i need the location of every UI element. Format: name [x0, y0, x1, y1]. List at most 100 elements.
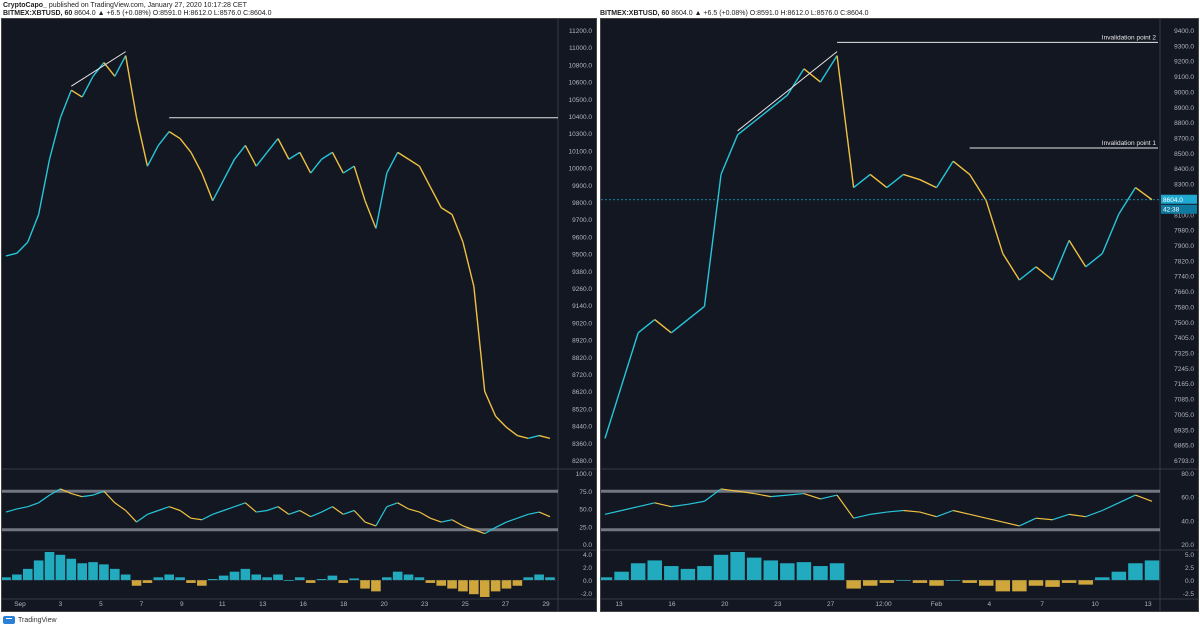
left-rsi-tick: 100.0: [576, 471, 593, 478]
right-y-tick: 7820.0: [1174, 258, 1194, 265]
chart-canvas-left[interactable]: 11200.011000.010800.010600.010500.010400…: [2, 19, 596, 611]
right-osc-bar: [601, 577, 613, 581]
right-osc-tick: 5.0: [1185, 552, 1194, 559]
publish-info: published on TradingView.com, January 27…: [48, 2, 247, 9]
left-y-tick: 9140.0: [572, 303, 592, 310]
left-y-tick: 8520.0: [572, 406, 592, 413]
chart-pane-left[interactable]: 11200.0 11000.0 10800.0 10600.0 10500.0 10400…: [1, 18, 597, 612]
footer: TradingView: [3, 614, 57, 626]
left-price-segment: [288, 151, 301, 160]
right-osc-bar: [1128, 563, 1143, 581]
right-rsi-segment: [952, 509, 970, 515]
left-osc-bar: [501, 580, 512, 589]
left-rsi-tick: 25.0: [579, 524, 592, 531]
chart-canvas-right[interactable]: 9400.0 9300.0 9200.0 9100.0 9000.0 8900.0 8800…: [601, 19, 1198, 611]
right-price-segment: [1002, 253, 1020, 281]
left-rsi-segment: [212, 509, 224, 515]
left-rsi-lower-band: [2, 528, 558, 532]
left-y-tick: 10500.0: [569, 97, 593, 104]
right-rsi-segment: [671, 503, 688, 508]
left-rsi-segment: [473, 529, 485, 535]
right-osc-bar: [846, 580, 861, 589]
right-y-tick: 8100.0: [1174, 212, 1194, 219]
left-rsi-segment: [419, 511, 431, 519]
right-rsi-segment: [770, 494, 788, 498]
left-osc-bar: [66, 558, 77, 581]
right-x-tick: 13: [615, 601, 623, 608]
symbol-right: BITMEX:XBTUSD, 60: [600, 10, 670, 17]
left-osc-bar: [88, 562, 98, 581]
left-rsi-segment: [234, 502, 246, 508]
h-label-right: H:: [780, 10, 788, 17]
chart-pane-right[interactable]: 9400.0 9300.0 9200.0 9100.0 9000.0 8900.0 8800…: [600, 18, 1199, 612]
left-x-tick: 7: [140, 601, 144, 608]
right-y-tick: 7660.0: [1174, 289, 1194, 296]
left-osc-bar: [207, 579, 218, 581]
left-osc-bar: [403, 574, 414, 581]
left-x-tick: 13: [259, 601, 267, 608]
left-osc-bar: [131, 580, 142, 586]
left-rsi-segment: [114, 502, 127, 511]
right-rsi-segment: [1002, 521, 1020, 527]
left-osc-bar: [2, 577, 11, 581]
left-osc-bar: [22, 568, 33, 581]
right-price-segment: [836, 55, 855, 188]
author-name[interactable]: CryptoCapo_: [3, 2, 47, 9]
right-price-segment: [720, 134, 739, 175]
right-price-segment: [803, 68, 821, 83]
left-x-tick: 25: [461, 601, 469, 608]
left-x-tick: 29: [542, 601, 550, 608]
left-rsi-segment: [277, 506, 290, 515]
right-price-segment: [703, 174, 722, 307]
left-osc-bar: [360, 580, 370, 589]
right-y-tick: 9400.0: [1174, 28, 1194, 35]
left-osc-bar: [262, 577, 272, 581]
right-osc-bar: [813, 566, 828, 581]
left-price-segment: [266, 138, 279, 153]
left-osc-bar: [545, 577, 555, 581]
left-rsi-segment: [179, 510, 192, 519]
left-price-segment: [59, 89, 72, 119]
right-osc-bar: [780, 563, 795, 581]
left-osc-tick: -2.0: [581, 591, 593, 598]
right-rsi-upper-band: [601, 489, 1160, 493]
left-rsi-segment: [92, 490, 105, 496]
left-osc-bar: [218, 575, 229, 581]
footer-brand[interactable]: TradingView: [18, 616, 57, 624]
right-price-segment: [737, 121, 755, 136]
left-rsi-segment: [462, 525, 475, 531]
right-price-segment: [952, 160, 971, 175]
right-osc-bar: [862, 580, 878, 586]
symbol-line-right: BITMEX:XBTUSD, 60 8604.0 ▲ +6.5 (+0.08%)…: [600, 10, 869, 17]
left-price-segment: [538, 434, 551, 440]
right-annotation-label: Invalidation point 2: [1102, 34, 1157, 41]
right-osc-bar: [1012, 580, 1027, 592]
right-osc-bar: [1078, 580, 1093, 585]
left-price-segment: [495, 415, 507, 428]
left-y-tick: 9500.0: [572, 252, 592, 259]
left-price-segment: [429, 186, 442, 208]
right-y-tick: 7245.0: [1174, 366, 1194, 373]
left-price-segment: [27, 214, 40, 243]
right-rsi-segment: [1052, 513, 1070, 521]
left-price-segment: [16, 241, 29, 254]
last-price-left: 8604.0: [74, 10, 96, 17]
left-price-segment: [212, 179, 225, 202]
left-rsi-segment: [441, 519, 453, 523]
right-rsi-tick: 60.0: [1181, 495, 1194, 502]
left-osc-bar: [12, 574, 22, 581]
right-y-tick: 8400.0: [1174, 166, 1194, 173]
left-x-tick: 18: [340, 601, 348, 608]
left-price-segment: [342, 165, 355, 174]
right-osc-bar: [680, 568, 696, 581]
right-price-segment: [1035, 266, 1053, 281]
left-x-tick: 20: [381, 601, 389, 608]
left-rsi-segment: [5, 508, 18, 513]
left-x-tick: 11: [219, 601, 226, 608]
right-rsi-segment: [737, 490, 755, 495]
left-osc-bar: [382, 577, 392, 581]
low-left: 8576.0: [219, 10, 242, 17]
right-price-segment: [903, 173, 921, 181]
right-price-segment: [753, 107, 772, 123]
right-osc-bar: [664, 566, 679, 581]
